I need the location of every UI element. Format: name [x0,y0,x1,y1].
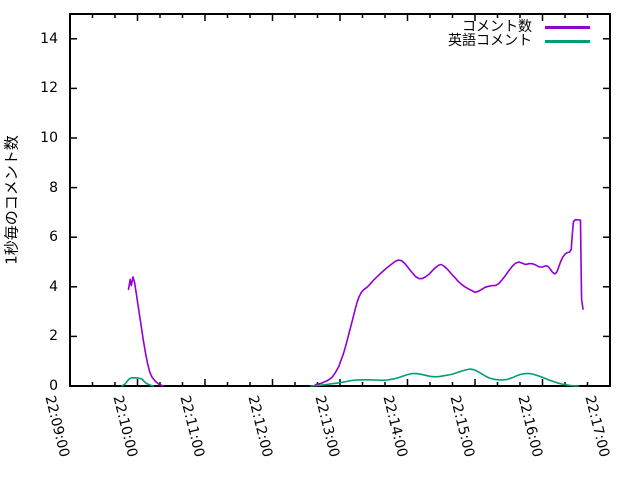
series-lines [121,219,584,387]
y-tick-label-2: 2 [49,328,58,345]
y-tick-label-0: 0 [49,378,58,394]
y-tick-label-10: 10 [40,130,58,146]
legend-row-comments: コメント数 [462,18,590,35]
series-line-comments [314,219,584,386]
y-tick-label-4: 4 [49,278,58,295]
legend-line-sample-comments [545,25,590,29]
legend-label-english-comments: 英語コメント [448,33,532,49]
plot-frame [69,13,611,387]
axis-ticks [69,14,611,387]
y-tick-label-12: 12 [40,80,58,97]
legend-label-comments: コメント数 [462,18,532,35]
y-tick-label-6: 6 [49,229,58,246]
series-line-english-comments [121,376,155,387]
y-tick-label-14: 14 [40,30,58,47]
series-line-english-comments [309,368,580,387]
legend-line-sample-english-comments [545,40,590,43]
series-line-comments [127,276,165,387]
legend-row-english-comments: 英語コメント [448,34,590,49]
y-tick-label-8: 8 [49,179,58,196]
